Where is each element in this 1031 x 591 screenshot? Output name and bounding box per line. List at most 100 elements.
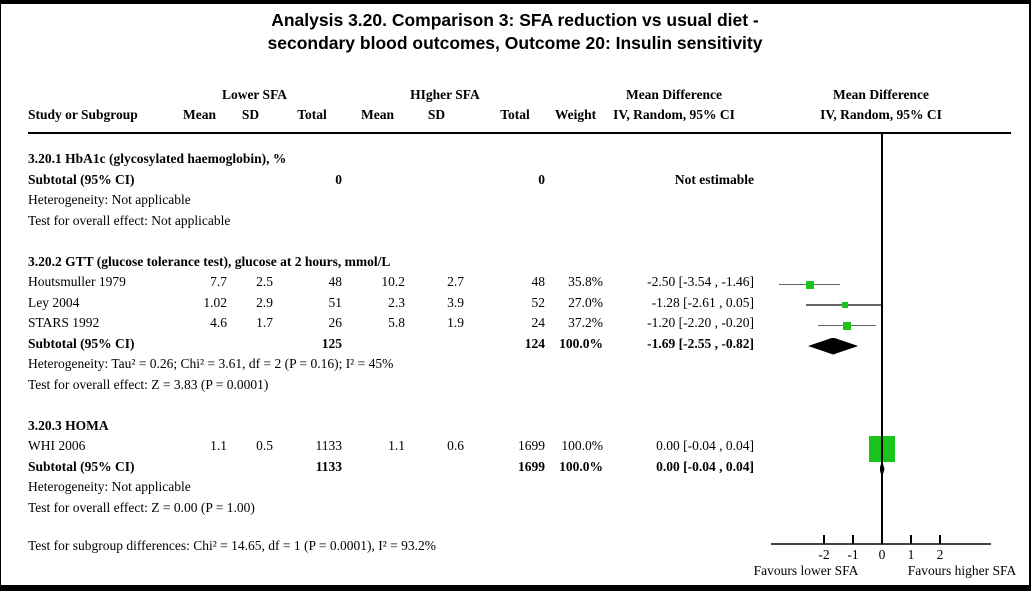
subtotal-row: Subtotal (95% CI) 125 124 100.0% -1.69 [-2.5… [1, 334, 1029, 354]
cell-mean2: 10.2 [381, 274, 405, 289]
analysis-note: Test for overall effect: Z = 0.00 (P = 1… [1, 498, 1029, 518]
axis-tick-label: 1 [907, 547, 915, 562]
note-text: Test for overall effect: Z = 3.83 (P = 0… [28, 376, 269, 392]
effect-estimate-text: -1.20 [-2.20 , -0.20] [647, 315, 754, 330]
column-header-total2: Total [500, 107, 530, 122]
study-point-square [843, 321, 852, 330]
cell-mean2: 1.1 [388, 438, 405, 453]
figure-title-line2: secondary blood outcomes, Outcome 20: In… [267, 33, 763, 53]
analysis-note: Heterogeneity: Tau² = 0.26; Chi² = 3.61,… [1, 354, 1029, 374]
subtotal-label: Subtotal (95% CI) [28, 171, 135, 187]
cell-total2: 0 [538, 171, 545, 187]
cell-total1: 26 [328, 315, 343, 330]
axis-tick [910, 535, 912, 544]
subtotal-diamond [879, 460, 885, 478]
cell-total1: 51 [328, 294, 343, 310]
study-name: STARS 1992 [28, 315, 100, 330]
cell-weight: 37.2% [568, 315, 603, 330]
section-heading-label: 3.20.1 HbA1c (glycosylated haemoglobin),… [28, 151, 287, 166]
cell-sd1: 0.5 [256, 438, 273, 453]
subgroup-difference-test: Test for subgroup differences: Chi² = 14… [28, 538, 437, 553]
axis-tick-label: 2 [936, 547, 944, 562]
cell-total1: 48 [328, 274, 343, 289]
cell-sd1: 1.7 [256, 315, 273, 330]
study-name: Houtsmuller 1979 [28, 274, 126, 289]
column-header-sd2: SD [427, 107, 446, 122]
cell-total2: 124 [524, 335, 545, 351]
cell-total2: 48 [531, 274, 546, 289]
column-group-higher-sfa: HIgher SFA [410, 87, 480, 102]
column-header-total1: Total [297, 107, 327, 122]
cell-mean1: 1.02 [203, 294, 227, 310]
note-text: Heterogeneity: Not applicable [28, 192, 191, 207]
cell-weight: 35.8% [568, 274, 603, 289]
study-row: WHI 2006 1.1 0.5 1133 1.1 0.6 1699 100.0% 0.00 [… [1, 436, 1029, 456]
x-axis-line [771, 543, 991, 545]
cell-sd2: 0.6 [447, 438, 464, 453]
column-header-study: Study or Subgroup [28, 107, 138, 122]
cell-sd2: 3.9 [447, 294, 464, 310]
column-header-sd1: SD [241, 107, 260, 122]
favours-left-label: Favours lower SFA [753, 563, 859, 578]
axis-tick [852, 535, 854, 544]
column-header-weight: Weight [554, 107, 597, 122]
analysis-note: Heterogeneity: Not applicable [1, 190, 1029, 210]
study-name: WHI 2006 [28, 438, 86, 453]
cell-mean2: 5.8 [388, 315, 405, 330]
section-heading-label: 3.20.3 HOMA [28, 417, 109, 433]
header-rule [28, 132, 1011, 134]
analysis-note: Test for overall effect: Z = 3.83 (P = 0… [1, 375, 1029, 395]
subtotal-effect-text: -1.69 [-2.55 , -0.82] [647, 335, 754, 351]
analysis-note: Heterogeneity: Not applicable [1, 477, 1029, 497]
cell-mean1: 4.6 [210, 315, 227, 330]
cell-total2: 24 [531, 315, 546, 330]
plot-column-subtitle: IV, Random, 95% CI [820, 107, 942, 122]
study-row: STARS 1992 4.6 1.7 26 5.8 1.9 24 37.2% -1.20 [-2… [1, 313, 1029, 333]
cell-total2: 1699 [518, 438, 545, 453]
section-heading: 3.20.3 HOMA [1, 416, 1029, 436]
plot-column-title: Mean Difference [832, 87, 930, 102]
subtotal-row: Subtotal (95% CI) 0 0 Not estimable [1, 170, 1029, 190]
cell-sd1: 2.5 [256, 274, 273, 289]
study-name: Ley 2004 [28, 294, 80, 310]
subtotal-row: Subtotal (95% CI) 1133 1699 100.0% 0.00 [-0.… [1, 457, 1029, 477]
effect-estimate-text: -1.28 [-2.61 , 0.05] [651, 294, 754, 310]
note-text: Heterogeneity: Tau² = 0.26; Chi² = 3.61,… [28, 356, 394, 371]
subtotal-effect-text: Not estimable [674, 171, 754, 187]
study-row: Ley 2004 1.02 2.9 51 2.3 3.9 52 27.0% -1.28 [-2.… [1, 293, 1029, 313]
column-header-mean1: Mean [183, 107, 216, 122]
section-heading: 3.20.2 GTT (glucose tolerance test), glu… [1, 252, 1029, 272]
zero-effect-line [881, 134, 883, 544]
axis-tick [939, 535, 941, 544]
cell-total1: 1133 [315, 438, 343, 453]
cell-mean1: 7.7 [210, 274, 227, 289]
axis-tick-label: 0 [878, 547, 886, 562]
favours-right-label: Favours higher SFA [907, 563, 1017, 578]
cell-total1: 0 [335, 171, 342, 187]
cell-total2: 52 [531, 294, 546, 310]
cell-mean2: 2.3 [388, 294, 405, 310]
note-text: Test for overall effect: Z = 0.00 (P = 1… [28, 499, 255, 515]
note-text: Heterogeneity: Not applicable [28, 479, 191, 494]
cell-total1: 1133 [315, 458, 342, 474]
subtotal-label: Subtotal (95% CI) [28, 335, 135, 351]
note-text: Test for overall effect: Not applicable [28, 212, 231, 228]
axis-tick-label: -2 [818, 547, 830, 562]
cell-total1: 125 [321, 335, 342, 351]
figure-title-line1: Analysis 3.20. Comparison 3: SFA reducti… [271, 10, 759, 30]
effect-column-title: Mean Difference [625, 87, 723, 102]
cell-sd1: 2.9 [256, 294, 273, 310]
subtotal-effect-text: 0.00 [-0.04 , 0.04] [656, 458, 754, 474]
study-point-square [841, 302, 848, 308]
figure-title: Analysis 3.20. Comparison 3: SFA reducti… [1, 9, 1029, 55]
cell-sd2: 1.9 [447, 315, 464, 330]
axis-tick [823, 535, 825, 544]
subtotal-diamond [808, 337, 859, 355]
effect-column-subtitle: IV, Random, 95% CI [613, 107, 735, 122]
axis-tick-label: -1 [847, 547, 859, 562]
cell-weight: 100.0% [561, 438, 603, 453]
analysis-note: Test for overall effect: Not applicable [1, 211, 1029, 231]
effect-estimate-text: 0.00 [-0.04 , 0.04] [656, 438, 754, 453]
effect-estimate-text: -2.50 [-3.54 , -1.46] [647, 274, 754, 289]
